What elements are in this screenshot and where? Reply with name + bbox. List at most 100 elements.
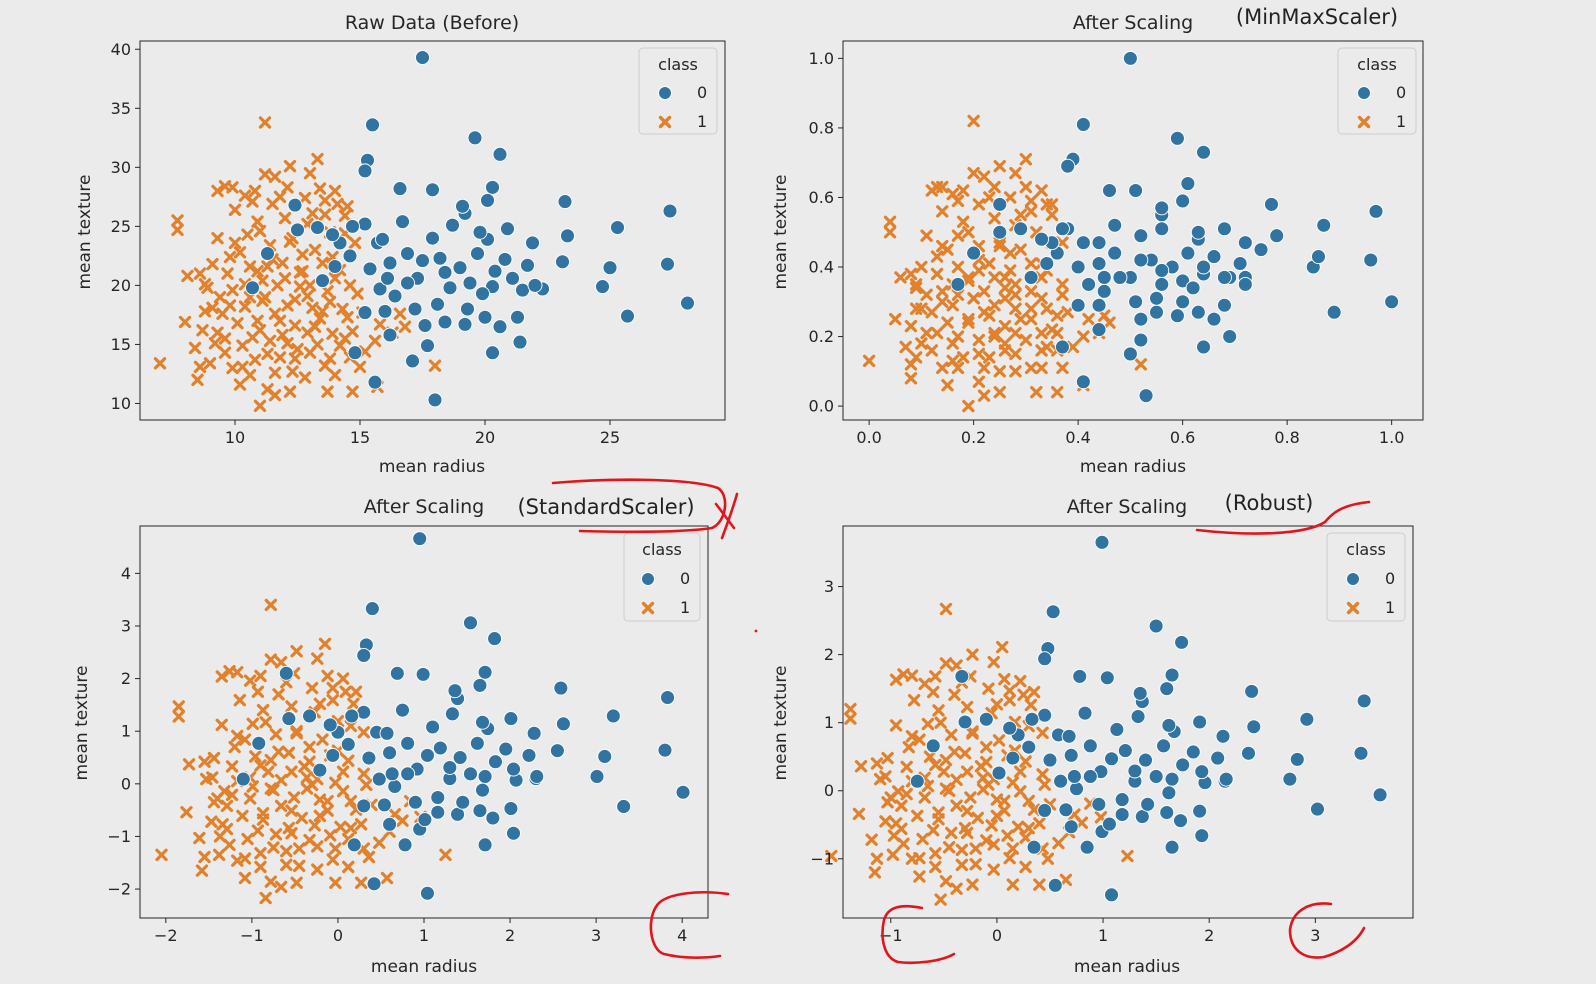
raw-data-class0-point	[455, 198, 470, 214]
raw-data-class1-point	[281, 181, 294, 194]
standard-class0-point	[400, 766, 416, 782]
raw-data-class0-point	[497, 251, 513, 267]
robust-class1-point	[1033, 878, 1046, 891]
standard-class1-point	[220, 822, 234, 836]
raw-data-class1-point	[238, 300, 252, 313]
robust-class1-point	[923, 750, 937, 763]
robust-class1-point	[955, 858, 969, 872]
robust-title: After Scaling	[1067, 496, 1187, 518]
standard-class0-point	[356, 798, 372, 814]
standard-class1-point	[305, 778, 319, 792]
robust-class0-point	[1002, 720, 1018, 736]
standardscaler-cross-stroke-b	[714, 502, 736, 530]
standard-title-annotation: (StandardScaler)	[517, 495, 694, 519]
minmax-class0-point	[1269, 228, 1285, 244]
raw-data-class1-point	[218, 346, 232, 359]
robust-class0-point	[1299, 711, 1315, 727]
raw-data-class1-point	[203, 357, 217, 370]
robust-class1-point	[913, 851, 926, 865]
standard-class1-point	[293, 842, 306, 855]
minmax-class1-point	[1035, 184, 1048, 197]
minmax-y-tick-label: 1.0	[809, 49, 834, 68]
raw-data-class1-point	[346, 385, 359, 398]
standard-class0-point	[366, 876, 382, 892]
robust-class0-point	[1174, 634, 1190, 650]
robust-class0-point	[1356, 693, 1372, 709]
raw-data-class0-point	[417, 318, 433, 333]
standard-class0-point	[555, 716, 571, 732]
robust-class0-point	[1082, 738, 1098, 754]
minmax-class1-point	[956, 351, 970, 364]
robust-class0-point	[1026, 839, 1042, 855]
robust-class1-point	[916, 832, 929, 846]
raw-data-class0-point	[342, 248, 358, 264]
raw-data-class0-point	[470, 246, 485, 261]
robust-x-tick-label: 1	[1098, 926, 1108, 945]
robust-class1-point	[852, 807, 866, 821]
robust-class1-point	[865, 833, 878, 846]
robust-class0-point	[1210, 750, 1226, 766]
minmax-class0-point	[1237, 276, 1253, 292]
minmax-class1-point	[998, 271, 1012, 284]
standard-class0-point	[475, 782, 490, 798]
robust-class1-point	[905, 730, 919, 743]
standard-class1-point	[290, 725, 303, 738]
robust-class0-point	[1159, 681, 1175, 697]
standard-class1-point	[231, 666, 244, 679]
standard-class1-point	[282, 746, 296, 759]
standard-class1-point	[321, 794, 334, 808]
robust-y-tick-label: 0	[824, 781, 834, 800]
minmax-y-tick-label: 0.6	[809, 188, 834, 207]
raw-data-class0-point	[680, 295, 695, 311]
standard-class1-point	[172, 700, 185, 713]
standard-class1-point	[344, 794, 358, 808]
minmax-class1-point	[930, 326, 944, 340]
raw-data-class1-point	[298, 191, 312, 205]
minmax-class1-point	[967, 166, 980, 180]
raw-data-class0-point	[525, 235, 540, 251]
robust-class1-point	[945, 826, 958, 840]
standard-class0-point	[382, 745, 398, 761]
raw-data-class0-point	[467, 130, 483, 146]
standard-class1-point	[336, 672, 350, 685]
robust-class0-point	[1159, 805, 1175, 820]
standard-class1-point	[360, 778, 373, 792]
minmax-y-tick-label: 0.8	[809, 118, 834, 137]
robust-class1-point	[881, 751, 894, 765]
robust-class0-point	[1099, 670, 1115, 686]
robust-class1-point	[966, 648, 979, 661]
minmax-class1-point	[889, 312, 902, 326]
minmax-class1-point	[993, 236, 1006, 249]
minmax-class1-point	[936, 361, 949, 375]
robust-x3-circle-annotation	[1288, 902, 1366, 959]
robust-class0-point	[1109, 722, 1125, 737]
minmax-class1-point	[1004, 191, 1017, 204]
raw-data-class1-point	[261, 383, 274, 396]
minmax-class1-point	[1035, 292, 1048, 305]
robust-class0-point	[1353, 745, 1369, 761]
robust-class1-point	[1033, 817, 1046, 830]
robust-class1-point	[921, 717, 935, 731]
minmax-class1-point	[1035, 344, 1048, 357]
minmax-class1-point	[988, 271, 1001, 284]
minmax-class0-point	[1070, 297, 1086, 313]
raw-data-class1-point	[263, 334, 277, 348]
minmax-class1-point	[920, 229, 933, 242]
legend-title: class	[642, 540, 682, 559]
raw-data-class1-point	[213, 291, 227, 304]
raw-data-class1-point	[311, 338, 324, 351]
robust-class1-point	[844, 712, 857, 725]
robust-class0-point	[1024, 711, 1040, 727]
raw-data-class0-point	[512, 334, 528, 350]
raw-data-class0-point	[392, 181, 408, 197]
raw-data-class0-point	[445, 217, 460, 233]
minmax-panel: After Scaling (MinMaxScaler) mean radius…	[771, 5, 1424, 477]
standard-class0-point	[487, 754, 503, 770]
minmax-class1-point	[998, 319, 1012, 333]
minmax-legend: class 0 1	[1337, 47, 1417, 135]
minmax-class1-point	[909, 302, 923, 315]
minmax-class1-point	[1009, 365, 1022, 378]
raw-data-class1-point	[211, 231, 224, 245]
robust-class0-point	[1148, 618, 1164, 634]
